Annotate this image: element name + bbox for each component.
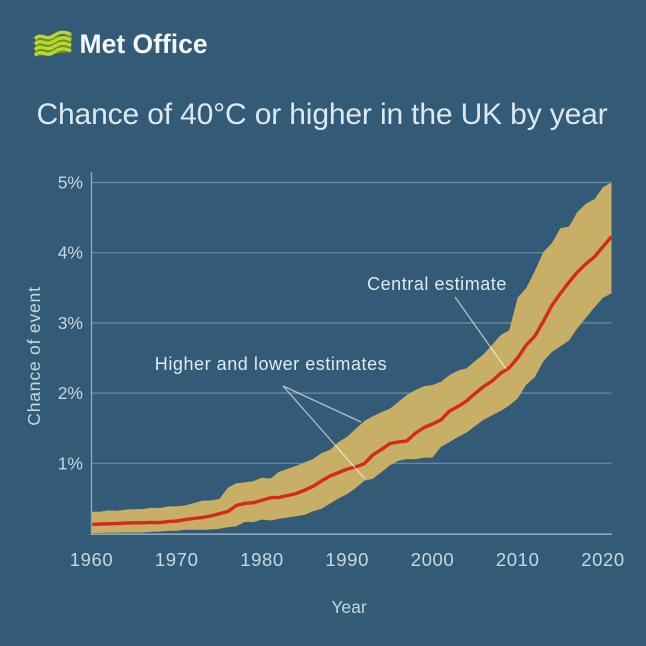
svg-text:2020: 2020	[581, 549, 625, 570]
svg-text:2%: 2%	[58, 383, 83, 403]
svg-text:1990: 1990	[325, 549, 369, 570]
svg-text:Central estimate: Central estimate	[367, 274, 507, 294]
svg-text:1960: 1960	[70, 549, 114, 570]
svg-text:1980: 1980	[240, 549, 284, 570]
svg-text:1970: 1970	[155, 549, 199, 570]
svg-text:2000: 2000	[411, 549, 455, 570]
svg-text:5%: 5%	[58, 173, 83, 193]
svg-text:2010: 2010	[496, 549, 540, 570]
svg-text:Year: Year	[331, 597, 367, 617]
svg-text:Chance of event: Chance of event	[24, 286, 44, 425]
svg-text:4%: 4%	[58, 243, 83, 263]
svg-text:3%: 3%	[58, 313, 83, 333]
svg-text:Higher and lower estimates: Higher and lower estimates	[155, 354, 387, 374]
svg-text:1%: 1%	[58, 453, 83, 473]
